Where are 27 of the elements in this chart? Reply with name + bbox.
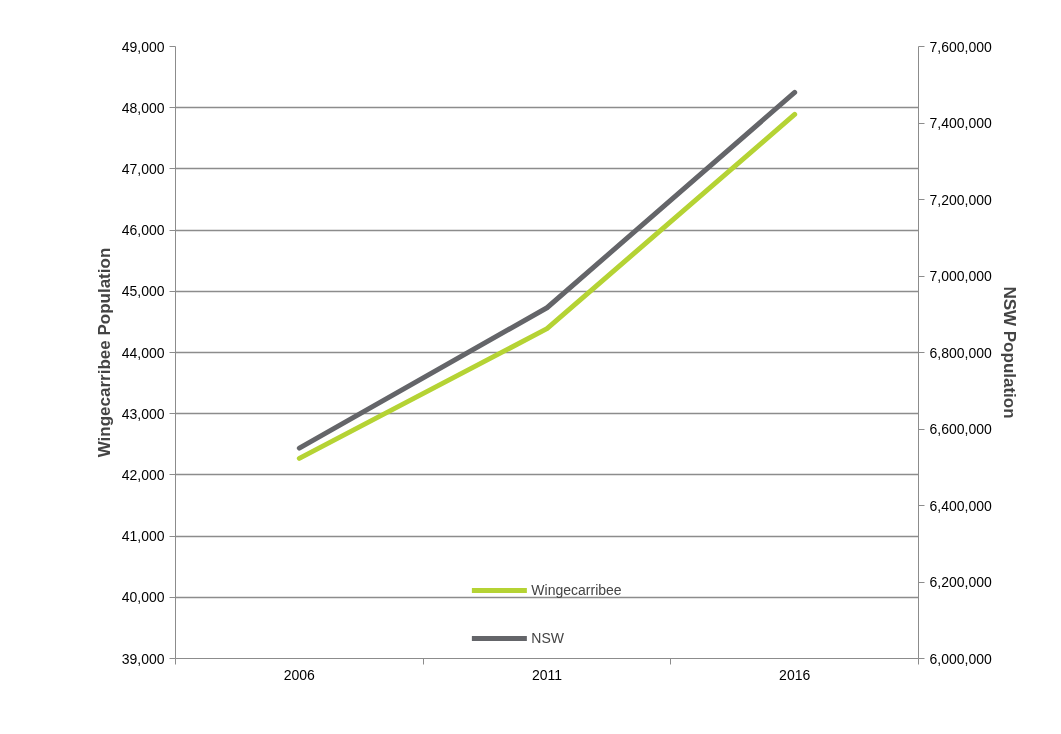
y-tick-label: 41,000 <box>121 528 165 545</box>
y2-tick-label: 7,200,000 <box>929 191 992 208</box>
y-tick-label: 45,000 <box>121 283 165 300</box>
x-tick-label: 2006 <box>283 666 316 683</box>
y2-tick-label: 6,600,000 <box>929 421 992 437</box>
y2-tick-label: 7,600,000 <box>929 38 992 55</box>
y-tick-label: 43,000 <box>121 405 165 422</box>
y2-tick-label: 6,400,000 <box>929 497 992 514</box>
y-axis-title: Wingecarribee Population <box>94 247 114 458</box>
y-tick-label: 46,000 <box>121 222 165 239</box>
legend-label: Wingecarribee <box>531 582 622 598</box>
y-tick-label: 44,000 <box>121 344 165 361</box>
y-tick-label: 40,000 <box>121 589 165 606</box>
y-tick-label: 47,000 <box>121 160 165 177</box>
legend-label: NSW <box>531 630 565 646</box>
y-tick-label: 49,000 <box>121 38 165 55</box>
y2-tick-label: 6,000,000 <box>929 650 992 667</box>
y-tick-label: 39,000 <box>121 650 165 667</box>
y-tick-label: 42,000 <box>121 466 165 483</box>
x-tick-label: 2016 <box>779 666 811 683</box>
y2-tick-label: 6,800,000 <box>929 344 992 361</box>
x-tick-label: 2011 <box>531 666 563 683</box>
y2-tick-label: 7,000,000 <box>929 268 992 284</box>
y-tick-label: 48,000 <box>121 99 165 116</box>
y2-tick-label: 7,400,000 <box>929 115 992 131</box>
y2-axis-title: NSW Population <box>999 286 1019 419</box>
y2-tick-label: 6,200,000 <box>929 574 992 590</box>
